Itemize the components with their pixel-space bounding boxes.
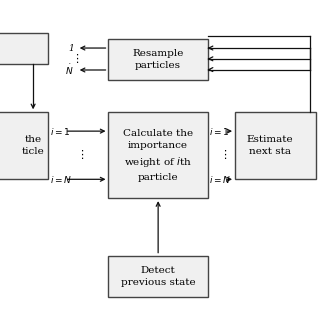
Text: Calculate the
importance
weight of $i$th
particle: Calculate the importance weight of $i$th… <box>123 129 193 182</box>
Text: ⋮: ⋮ <box>219 150 230 160</box>
FancyBboxPatch shape <box>108 256 208 297</box>
Text: the
ticle: the ticle <box>22 135 44 156</box>
Text: 1: 1 <box>68 44 74 52</box>
FancyBboxPatch shape <box>0 112 48 179</box>
Text: Detect
previous state: Detect previous state <box>121 266 196 287</box>
Text: $i=N$: $i=N$ <box>209 174 231 185</box>
Text: ⋮: ⋮ <box>76 150 87 160</box>
Text: Resample
particles: Resample particles <box>132 49 184 70</box>
FancyBboxPatch shape <box>108 39 208 80</box>
FancyBboxPatch shape <box>235 112 316 179</box>
Text: $i=N$: $i=N$ <box>50 174 72 185</box>
Text: $\dot{N}$: $\dot{N}$ <box>65 63 74 77</box>
Text: $i=1$: $i=1$ <box>50 126 70 137</box>
Text: Estimate
next sta: Estimate next sta <box>246 135 293 156</box>
FancyBboxPatch shape <box>0 33 48 64</box>
FancyBboxPatch shape <box>108 112 208 198</box>
Text: ⋮: ⋮ <box>71 54 82 64</box>
Text: $i=1$: $i=1$ <box>209 126 230 137</box>
